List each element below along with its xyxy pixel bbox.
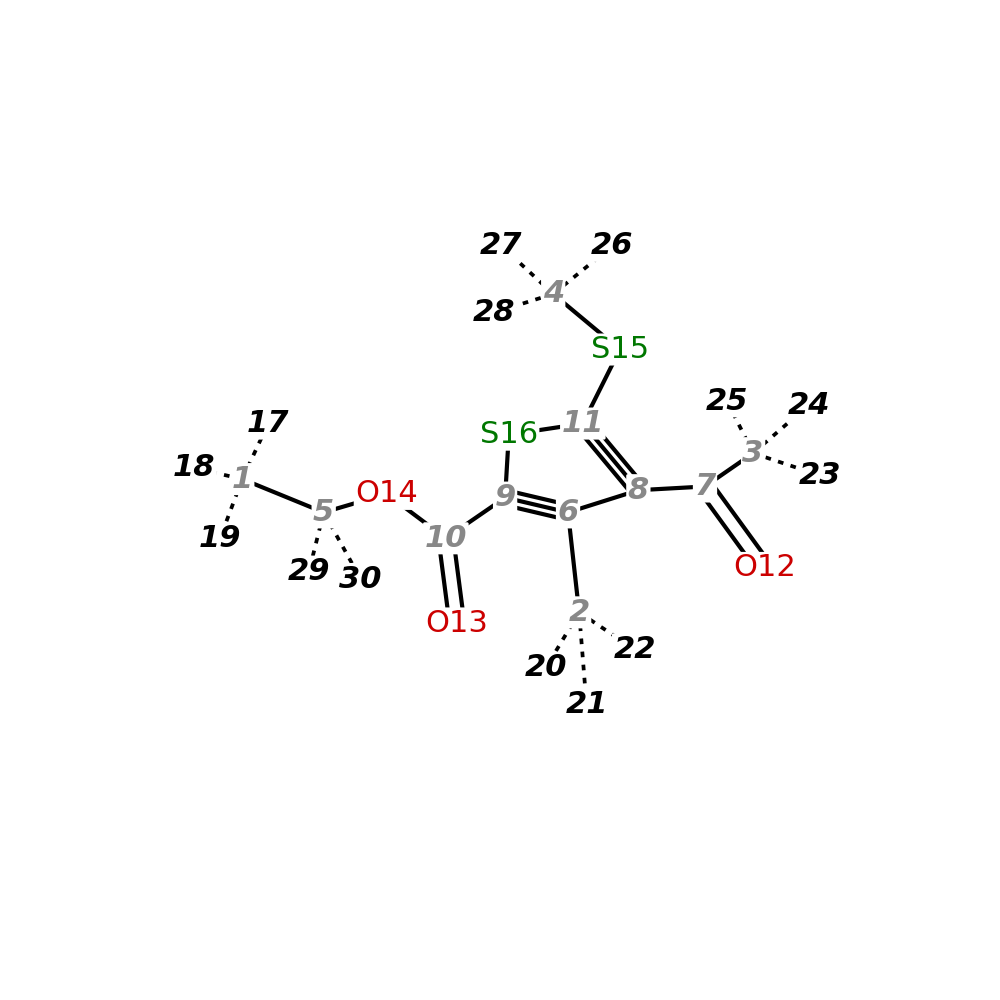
Text: 24: 24 [787,391,830,420]
Text: O12: O12 [733,553,796,582]
Text: 10: 10 [425,524,467,553]
Text: 6: 6 [557,498,579,527]
Text: 8: 8 [628,476,649,505]
Text: 26: 26 [591,231,634,260]
Text: 20: 20 [525,653,567,682]
Text: 18: 18 [173,453,215,482]
Text: O13: O13 [426,609,488,638]
Text: 25: 25 [706,387,748,416]
Text: 29: 29 [288,557,330,586]
Text: O14: O14 [355,479,418,508]
Text: 28: 28 [473,298,515,327]
Text: 21: 21 [565,690,608,719]
Text: S16: S16 [480,420,538,449]
Text: 22: 22 [613,635,656,664]
Text: 5: 5 [313,498,334,527]
Text: 3: 3 [742,439,764,468]
Text: 30: 30 [339,565,382,594]
Text: 7: 7 [694,472,716,501]
Text: 11: 11 [562,409,604,438]
Text: 27: 27 [480,231,523,260]
Text: 19: 19 [199,524,241,553]
Text: 2: 2 [569,598,590,627]
Text: S15: S15 [591,335,649,364]
Text: 17: 17 [247,409,289,438]
Text: 23: 23 [799,461,841,490]
Text: 4: 4 [543,279,564,308]
Text: 1: 1 [232,465,253,494]
Text: 9: 9 [494,483,516,512]
